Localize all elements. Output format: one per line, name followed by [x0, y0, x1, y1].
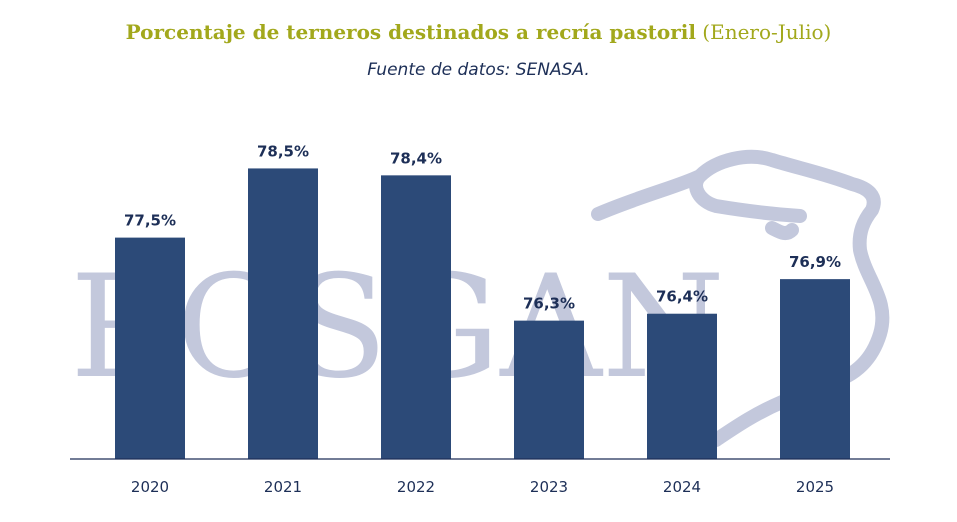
data-label-2020: 77,5% — [124, 212, 176, 230]
x-tick-labels: 2020 2021 2022 2023 2024 2025 — [131, 478, 834, 496]
chart-title-main: Porcentaje de terneros destinados a recr… — [125, 20, 696, 44]
x-tick-2025: 2025 — [796, 478, 834, 496]
bar-2021 — [248, 168, 318, 459]
bar-2022 — [381, 175, 451, 460]
x-tick-2023: 2023 — [530, 478, 568, 496]
data-label-2025: 76,9% — [789, 253, 841, 271]
data-label-2024: 76,4% — [656, 288, 708, 306]
bar-2024 — [647, 313, 717, 459]
chart-title-period: (Enero-Julio) — [702, 20, 832, 44]
chart-subtitle: Fuente de datos: SENASA. — [367, 60, 590, 80]
bar-2020 — [115, 237, 185, 459]
watermark: ROSGAN — [70, 149, 890, 447]
x-tick-2020: 2020 — [131, 478, 169, 496]
x-tick-2022: 2022 — [397, 478, 435, 496]
chart-title: Porcentaje de terneros destinados a recr… — [0, 20, 957, 44]
x-tick-2021: 2021 — [264, 478, 302, 496]
data-labels: 77,5% 78,5% 78,4% 76,3% 76,4% 76,9% — [124, 142, 841, 312]
data-label-2023: 76,3% — [523, 295, 575, 313]
x-tick-2024: 2024 — [663, 478, 701, 496]
data-label-2021: 78,5% — [257, 142, 309, 160]
data-label-2022: 78,4% — [390, 149, 442, 167]
bar-2025 — [780, 279, 850, 459]
bar-2023 — [514, 320, 584, 459]
bars — [115, 168, 850, 460]
